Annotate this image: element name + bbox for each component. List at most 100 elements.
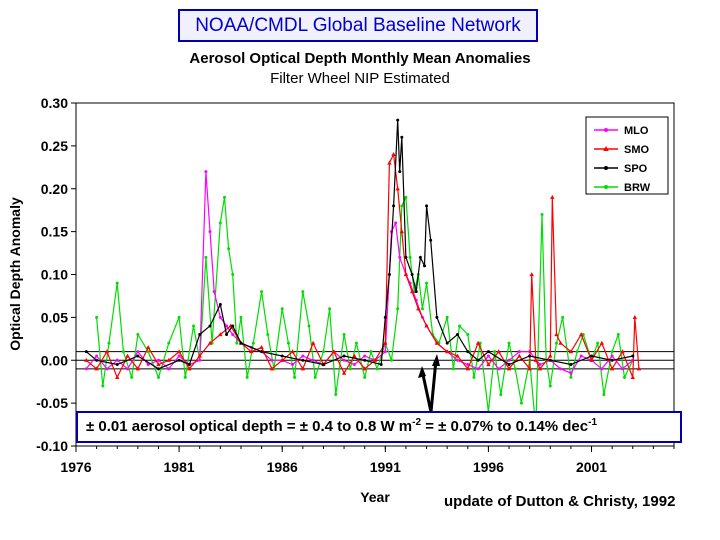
- point-smo: [197, 353, 202, 358]
- point-spo: [280, 354, 284, 358]
- point-brw: [328, 307, 332, 311]
- point-smo: [176, 349, 182, 354]
- point-spo: [418, 255, 422, 259]
- point-smo: [620, 349, 625, 354]
- point-smo: [249, 349, 254, 354]
- point-spo: [396, 118, 400, 122]
- formula-sup-2: -1: [588, 417, 598, 428]
- x-tick-label: 2001: [576, 459, 607, 475]
- y-tick-label: 0.00: [41, 352, 68, 368]
- point-spo: [398, 170, 402, 174]
- point-spo: [321, 363, 325, 367]
- plot-area: [75, 102, 675, 447]
- point-mlo: [105, 367, 109, 371]
- point-brw: [95, 315, 99, 319]
- point-spo: [231, 324, 235, 328]
- formula-box: ± 0.01 aerosol optical depth = ± 0.4 to …: [76, 411, 682, 443]
- point-mlo: [507, 358, 511, 362]
- point-mlo: [167, 367, 171, 371]
- axis-ticks: 0.30 0.25 0.20 0.15 0.10 0.05 0.00 -0.05 -0.10 19…: [36, 95, 675, 475]
- point-mlo: [218, 315, 222, 319]
- point-spo: [404, 255, 408, 259]
- point-spo: [198, 333, 202, 337]
- point-smo: [145, 344, 151, 349]
- point-spo: [528, 354, 532, 358]
- point-smo: [84, 357, 89, 362]
- arrow-right-head: [432, 354, 440, 366]
- point-smo: [548, 353, 553, 358]
- point-smo: [465, 366, 470, 371]
- point-spo: [84, 350, 88, 354]
- chart-title: Aerosol Optical Depth Monthly Mean Anoma…: [189, 50, 531, 67]
- legend: MLO SMO SPO BRW: [585, 116, 669, 195]
- point-brw: [389, 358, 393, 362]
- point-brw: [235, 341, 239, 345]
- point-brw: [513, 367, 517, 371]
- point-brw: [301, 290, 305, 294]
- point-spo: [156, 367, 160, 371]
- point-smo: [280, 357, 285, 362]
- point-brw: [472, 375, 476, 379]
- point-brw: [218, 221, 222, 225]
- point-brw: [404, 195, 408, 199]
- point-mlo: [146, 363, 150, 367]
- point-spo: [239, 341, 243, 345]
- point-mlo: [204, 170, 208, 174]
- point-mlo: [225, 324, 229, 328]
- point-brw: [245, 375, 249, 379]
- point-smo: [269, 366, 275, 371]
- point-brw: [115, 281, 119, 285]
- point-brw: [192, 324, 196, 328]
- point-spo: [410, 273, 414, 276]
- point-brw: [540, 212, 544, 216]
- arrow-annotation: [418, 354, 440, 413]
- point-brw: [348, 367, 352, 371]
- point-mlo: [291, 363, 295, 367]
- point-mlo: [177, 354, 181, 358]
- point-mlo: [115, 358, 119, 362]
- point-spo: [429, 238, 433, 242]
- x-tick-label: 1991: [370, 459, 401, 475]
- point-spo: [136, 354, 140, 358]
- point-brw: [569, 375, 573, 379]
- point-spo: [187, 363, 191, 367]
- point-brw: [107, 341, 111, 345]
- point-spo: [486, 350, 490, 354]
- point-brw: [466, 333, 470, 337]
- point-smo: [207, 340, 213, 345]
- point-brw: [231, 273, 235, 276]
- point-mlo: [398, 255, 402, 259]
- point-mlo: [311, 358, 315, 362]
- y-tick-label: 0.10: [41, 267, 68, 283]
- point-smo: [104, 349, 110, 354]
- series-line-spo: [85, 120, 633, 370]
- point-mlo: [208, 230, 212, 234]
- formula-part-2: = ± 0.07% to 0.14% dec: [421, 418, 589, 435]
- point-spo: [260, 350, 264, 354]
- point-brw: [369, 350, 373, 354]
- y-tick-label: 0.15: [41, 224, 68, 240]
- point-brw: [177, 315, 181, 319]
- point-mlo: [212, 290, 216, 294]
- point-spo: [400, 135, 404, 139]
- point-brw: [616, 333, 620, 337]
- point-mlo: [95, 354, 99, 358]
- point-smo: [187, 366, 192, 371]
- point-smo: [341, 370, 347, 375]
- y-tick-label: 0.30: [41, 95, 68, 111]
- x-tick-label: 1976: [60, 459, 91, 475]
- point-brw: [313, 375, 317, 379]
- point-mlo: [559, 367, 563, 371]
- legend-label-spo: SPO: [624, 163, 648, 175]
- point-brw: [239, 315, 243, 319]
- point-mlo: [363, 354, 367, 358]
- point-smo: [550, 194, 555, 199]
- point-brw: [183, 375, 187, 379]
- point-brw: [554, 341, 558, 345]
- point-brw: [499, 393, 503, 397]
- point-mlo: [231, 333, 235, 337]
- point-spo: [95, 358, 99, 362]
- point-smo: [259, 344, 264, 349]
- point-smo: [533, 357, 539, 362]
